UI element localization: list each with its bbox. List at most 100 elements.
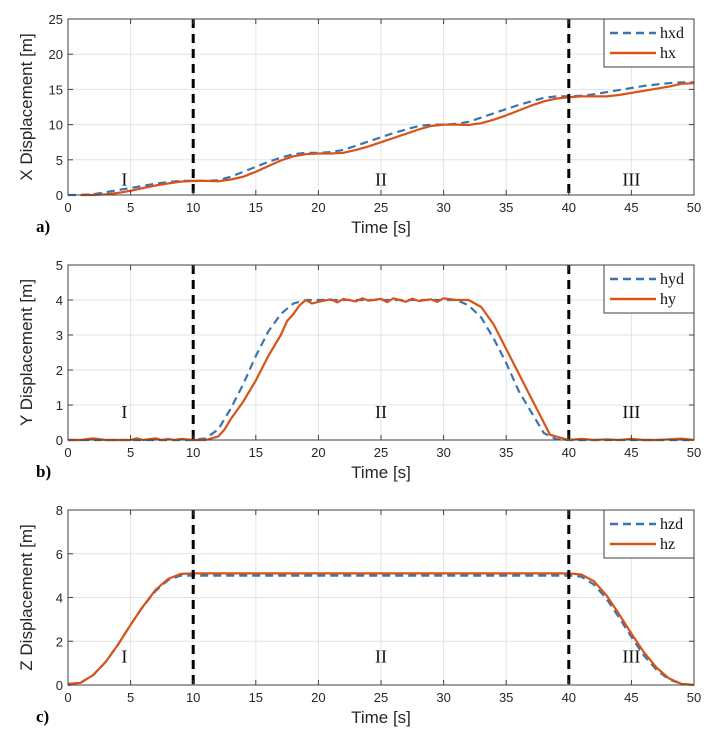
x-tick-label: 5 xyxy=(127,690,134,705)
x-axis-label: Time [s] xyxy=(351,218,411,237)
phase-label: II xyxy=(375,402,387,422)
legend-label-hzd: hzd xyxy=(660,516,683,533)
series-group xyxy=(67,572,695,687)
x-tick-label: 40 xyxy=(562,445,576,460)
series-line-hy xyxy=(68,297,695,442)
x-tick-label: 5 xyxy=(127,200,134,215)
x-tick-label: 0 xyxy=(64,445,71,460)
phase-labels: I II III xyxy=(121,170,640,190)
y-tick-label: 8 xyxy=(56,503,63,518)
ticks: 0 5 10 15 20 25 30 35 40 45 50 0 2 4 6 8 xyxy=(56,503,701,705)
x-tick-label: 0 xyxy=(64,690,71,705)
legend-label-hxd: hxd xyxy=(660,25,684,42)
y-tick-label: 0 xyxy=(56,433,63,448)
x-tick-label: 45 xyxy=(624,200,638,215)
series-line-hzd xyxy=(67,574,695,687)
phase-label: II xyxy=(375,170,387,190)
x-tick-label: 10 xyxy=(186,200,200,215)
series-line-hxd xyxy=(68,81,694,197)
phase-label: I xyxy=(121,402,127,422)
x-tick-label: 30 xyxy=(436,445,450,460)
y-tick-label: 2 xyxy=(56,363,63,378)
x-tick-label: 15 xyxy=(249,200,263,215)
series-group xyxy=(68,297,695,442)
phase-label: III xyxy=(622,647,640,667)
x-tick-label: 25 xyxy=(374,690,388,705)
phase-labels: I II III xyxy=(121,402,640,422)
x-tick-label: 40 xyxy=(562,690,576,705)
series-line-hx xyxy=(80,82,695,197)
legend: hxd hx xyxy=(603,18,695,68)
x-tick-label: 50 xyxy=(687,445,701,460)
x-tick-label: 0 xyxy=(64,200,71,215)
x-tick-label: 45 xyxy=(624,690,638,705)
y-tick-label: 6 xyxy=(56,547,63,562)
phase-labels: I II III xyxy=(121,647,640,667)
x-tick-label: 5 xyxy=(127,445,134,460)
x-tick-label: 15 xyxy=(249,690,263,705)
x-tick-label: 25 xyxy=(374,445,388,460)
phase-label: III xyxy=(622,402,640,422)
x-tick-label: 20 xyxy=(311,690,325,705)
y-tick-label: 5 xyxy=(56,153,63,168)
x-tick-label: 30 xyxy=(436,690,450,705)
legend-box xyxy=(603,509,695,559)
y-tick-label: 5 xyxy=(56,258,63,273)
legend-box xyxy=(603,18,695,68)
x-tick-label: 25 xyxy=(374,200,388,215)
x-tick-label: 30 xyxy=(436,200,450,215)
y-axis-label: Y Displacement [m] xyxy=(17,279,36,426)
x-tick-label: 40 xyxy=(562,200,576,215)
y-axis-label: X Displacement [m] xyxy=(17,33,36,180)
y-tick-label: 10 xyxy=(49,118,63,133)
phase-label: II xyxy=(375,647,387,667)
y-tick-label: 2 xyxy=(56,634,63,649)
y-tick-label: 4 xyxy=(56,293,63,308)
legend-label-hyd: hyd xyxy=(660,271,684,288)
panel-label: a) xyxy=(36,217,50,236)
y-tick-label: 0 xyxy=(56,678,63,693)
y-tick-label: 4 xyxy=(56,591,63,606)
x-tick-label: 35 xyxy=(499,445,513,460)
phase-label: I xyxy=(121,647,127,667)
legend: hyd hy xyxy=(603,264,695,314)
x-tick-label: 50 xyxy=(687,690,701,705)
y-axis-label: Z Displacement [m] xyxy=(17,524,36,670)
legend-label-hx: hx xyxy=(660,45,676,62)
legend-box xyxy=(603,264,695,314)
y-tick-label: 25 xyxy=(49,12,63,27)
panel-label: b) xyxy=(36,462,51,481)
y-tick-label: 0 xyxy=(56,188,63,203)
legend-label-hz: hz xyxy=(660,536,675,553)
phase-label: III xyxy=(622,170,640,190)
y-tick-label: 15 xyxy=(49,82,63,97)
x-tick-label: 35 xyxy=(499,200,513,215)
ticks: 0 5 10 15 20 25 30 35 40 45 50 0 5 10 15 20 25 xyxy=(49,12,702,215)
y-tick-label: 3 xyxy=(56,328,63,343)
series-line-hyd xyxy=(68,298,694,442)
x-tick-label: 10 xyxy=(186,690,200,705)
y-tick-label: 1 xyxy=(56,398,63,413)
x-tick-label: 50 xyxy=(687,200,701,215)
x-tick-label: 15 xyxy=(249,445,263,460)
x-tick-label: 45 xyxy=(624,445,638,460)
panel-label: c) xyxy=(36,707,49,726)
x-axis-label: Time [s] xyxy=(351,463,411,482)
x-tick-label: 35 xyxy=(499,690,513,705)
phase-label: I xyxy=(121,170,127,190)
series-group xyxy=(68,81,695,197)
x-axis-label: Time [s] xyxy=(351,708,411,727)
series-line-hz xyxy=(67,572,695,687)
legend: hzd hz xyxy=(603,509,695,559)
x-tick-label: 20 xyxy=(311,200,325,215)
legend-label-hy: hy xyxy=(660,291,676,308)
x-tick-label: 10 xyxy=(186,445,200,460)
y-tick-label: 20 xyxy=(49,47,63,62)
x-tick-label: 20 xyxy=(311,445,325,460)
